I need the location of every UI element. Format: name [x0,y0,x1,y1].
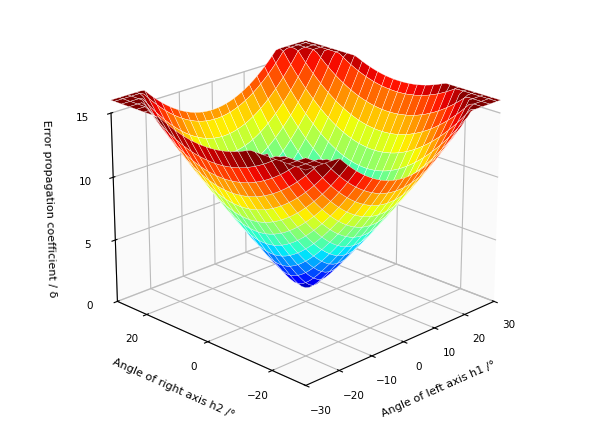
X-axis label: Angle of left axis h1 /°: Angle of left axis h1 /° [379,359,497,419]
Y-axis label: Angle of right axis h2 /°: Angle of right axis h2 /° [111,357,236,420]
